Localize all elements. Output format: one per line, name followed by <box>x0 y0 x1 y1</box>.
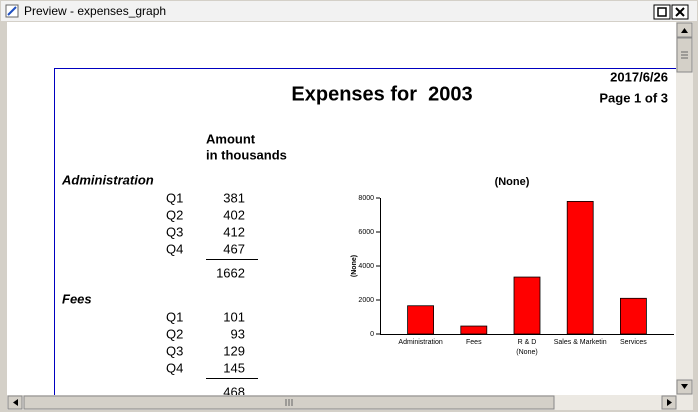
amount: 93 <box>231 326 245 341</box>
y-tick-label: 2000 <box>358 297 374 304</box>
amount: 129 <box>223 343 245 358</box>
bar <box>566 200 594 335</box>
title-bar <box>1 1 697 21</box>
window-title: Preview - expenses_graph <box>24 4 166 18</box>
x-tick-label: R & D <box>518 339 537 346</box>
amount: 412 <box>223 224 245 239</box>
group-name: Fees <box>62 291 92 306</box>
y-tick-label: 0 <box>370 331 374 338</box>
quarter-label: Q4 <box>166 360 183 375</box>
report-date: 2017/6/26 <box>610 69 668 84</box>
vertical-scrollbar[interactable] <box>676 22 693 395</box>
amount: 101 <box>223 309 245 324</box>
x-tick-label: Services <box>620 339 647 346</box>
chart-title: (None) <box>495 176 530 188</box>
horizontal-scrollbar[interactable] <box>7 395 693 410</box>
maximize-button[interactable] <box>653 4 671 20</box>
amount: 467 <box>223 241 245 256</box>
report-title: Expenses for 2003 <box>291 83 472 105</box>
column-header: Amount <box>206 131 256 146</box>
x-tick-label: Sales & Marketin <box>554 339 607 346</box>
y-tick-label: 8000 <box>358 195 374 202</box>
page-number: Page 1 of 3 <box>599 90 668 105</box>
x-tick-label: Administration <box>398 339 442 346</box>
x-tick-label: Fees <box>466 339 482 346</box>
quarter-label: Q4 <box>166 241 183 256</box>
y-axis-label: (None) <box>351 255 358 277</box>
window-icon-mark <box>7 6 17 16</box>
bar <box>620 297 647 335</box>
y-tick-label: 6000 <box>358 229 374 236</box>
y-tick-label: 4000 <box>358 263 374 270</box>
report-page: 2017/6/26 Page 1 of 3 Expenses for 2003 … <box>54 68 676 399</box>
amount: 381 <box>223 190 245 205</box>
amount: 402 <box>223 207 245 222</box>
quarter-label: Q2 <box>166 207 183 222</box>
bar <box>513 276 541 335</box>
quarter-label: Q1 <box>166 309 183 324</box>
client-area <box>7 22 676 395</box>
quarter-label: Q2 <box>166 326 183 341</box>
quarter-label: Q3 <box>166 224 183 239</box>
group-total: 1662 <box>216 265 245 280</box>
bar <box>407 305 435 335</box>
quarter-label: Q1 <box>166 190 183 205</box>
close-button[interactable] <box>671 4 689 20</box>
group-total: 468 <box>223 384 245 399</box>
amount: 145 <box>223 360 245 375</box>
x-axis-label: (None) <box>516 349 537 356</box>
column-header: in thousands <box>206 147 287 162</box>
bar <box>460 325 488 335</box>
quarter-label: Q3 <box>166 343 183 358</box>
group-name: Administration <box>61 172 154 187</box>
